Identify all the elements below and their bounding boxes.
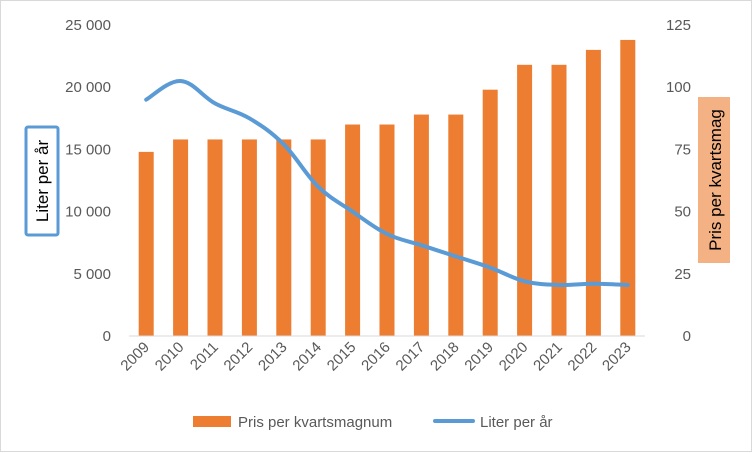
left-axis-title: Liter per år — [24, 125, 60, 237]
left-tick-label: 10 000 — [65, 204, 111, 221]
x-tick-label: 2009 — [117, 339, 153, 375]
x-tick-label: 2014 — [289, 339, 325, 375]
x-tick-label: 2015 — [324, 339, 360, 375]
bar-2023 — [620, 39, 636, 336]
right-axis-title: Pris per kvartsmag — [698, 97, 730, 263]
right-tick-label: 100 — [666, 79, 691, 96]
right-tick-label: 125 — [666, 17, 691, 34]
left-tick-label: 5 000 — [73, 266, 111, 283]
x-tick-label: 2013 — [255, 339, 291, 375]
x-tick-label: 2010 — [152, 339, 188, 375]
bar-2022 — [585, 49, 601, 336]
x-tick-label: 2012 — [221, 339, 257, 375]
bar-2016 — [379, 124, 395, 337]
left-tick-label: 0 — [103, 328, 111, 345]
left-tick-label: 25 000 — [65, 17, 111, 34]
legend-label-bars: Pris per kvartsmagnum — [238, 414, 392, 431]
legend: Pris per kvartsmagnum Liter per år — [193, 414, 553, 431]
bar-2009 — [138, 151, 154, 336]
x-tick-label: 2021 — [530, 339, 566, 375]
line-series — [144, 78, 630, 288]
bar-2013 — [276, 139, 292, 336]
x-tick-label: 2016 — [358, 339, 394, 375]
x-tick-label: 2020 — [496, 339, 532, 375]
x-tick-label: 2019 — [461, 339, 497, 375]
bar-2010 — [173, 139, 189, 336]
bar-2018 — [448, 114, 464, 337]
bar-series — [129, 39, 645, 337]
bar-2020 — [517, 64, 533, 337]
x-tick-label: 2023 — [599, 339, 635, 375]
right-tick-label: 50 — [674, 204, 691, 221]
left-tick-label: 15 000 — [65, 141, 111, 158]
left-axis-label: Liter per år — [33, 140, 52, 223]
left-tick-label: 20 000 — [65, 79, 111, 96]
x-tick-label: 2017 — [393, 339, 429, 375]
right-tick-label: 25 — [674, 266, 691, 283]
right-axis-ticks: 0 25 50 75 100 125 — [666, 17, 691, 345]
bar-2012 — [241, 139, 257, 336]
right-axis-label: Pris per kvartsmag — [706, 109, 725, 251]
line-liter-per-ar — [144, 78, 630, 288]
legend-swatch-bars — [193, 416, 231, 427]
bar-2015 — [345, 124, 361, 337]
bar-2011 — [207, 139, 223, 336]
left-axis-ticks: 0 5 000 10 000 15 000 20 000 25 000 — [65, 17, 111, 345]
legend-label-line: Liter per år — [480, 414, 553, 431]
x-tick-label: 2018 — [427, 339, 463, 375]
x-tick-label: 2011 — [187, 339, 222, 374]
x-tick-label: 2022 — [565, 339, 601, 375]
bar-2019 — [482, 89, 498, 336]
right-tick-label: 75 — [674, 141, 691, 158]
bar-2017 — [413, 114, 429, 337]
bar-2021 — [551, 64, 567, 337]
bar-2014 — [310, 139, 326, 336]
right-tick-label: 0 — [683, 328, 691, 345]
